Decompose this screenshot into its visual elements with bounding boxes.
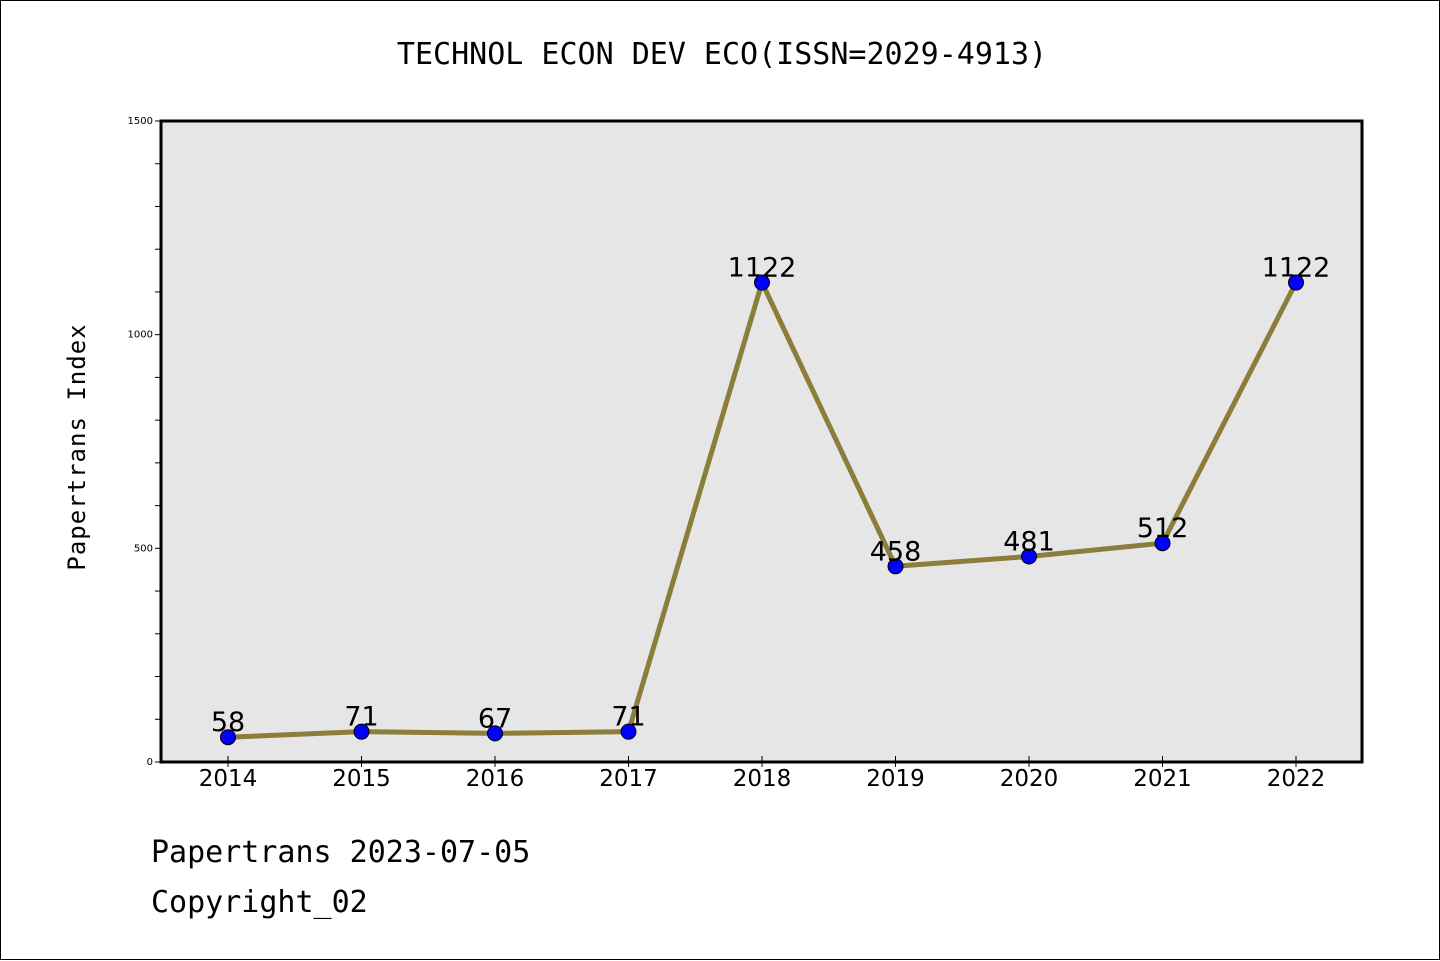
data-label: 58	[211, 707, 245, 738]
data-point	[1288, 274, 1304, 291]
data-point	[220, 729, 236, 746]
x-axis: 2014 2015 2016 2017 2018 2019 2020 2021 2022	[199, 756, 1326, 792]
y-tick-label: 500	[134, 543, 153, 554]
x-tick-label: 2016	[466, 766, 525, 792]
plot-border	[159, 119, 1364, 764]
x-tick-label: 2019	[866, 766, 925, 792]
data-label: 512	[1137, 513, 1189, 544]
data-label: 71	[611, 702, 645, 733]
x-tick-label: 2015	[332, 766, 391, 792]
data-point	[620, 723, 637, 740]
data-point	[754, 274, 770, 291]
data-point	[353, 723, 370, 740]
footer-copyright: Copyright_02	[151, 885, 368, 920]
x-tick-label: 2022	[1267, 766, 1326, 792]
data-point	[1154, 535, 1171, 552]
chart-title: TECHNOL ECON DEV ECO(ISSN=2029-4913)	[396, 37, 1048, 72]
data-label: 1122	[728, 253, 797, 284]
y-tick-label: 1000	[128, 330, 153, 341]
data-point	[487, 725, 503, 742]
x-tick-label: 2021	[1133, 766, 1192, 792]
data-labels: 58 71 67 71 1122 458 481 512 1122	[211, 253, 1331, 739]
y-tick-label: 0	[147, 757, 153, 768]
data-label: 481	[1003, 526, 1055, 557]
y-axis: 0 500 1000 1500	[128, 116, 161, 768]
data-point	[1021, 548, 1037, 565]
plot-area	[161, 121, 1362, 762]
footer-source: Papertrans 2023-07-05	[151, 835, 531, 870]
x-tick-label: 2018	[733, 766, 792, 792]
y-tick-label: 1500	[128, 116, 153, 127]
data-point	[887, 558, 904, 575]
data-label: 1122	[1262, 253, 1331, 284]
data-label: 67	[478, 703, 512, 734]
data-points	[220, 274, 1304, 746]
x-tick-label: 2020	[1000, 766, 1059, 792]
x-tick-label: 2017	[599, 766, 658, 792]
data-label: 458	[870, 536, 922, 567]
data-label: 71	[344, 702, 378, 733]
x-tick-label: 2014	[199, 766, 258, 792]
